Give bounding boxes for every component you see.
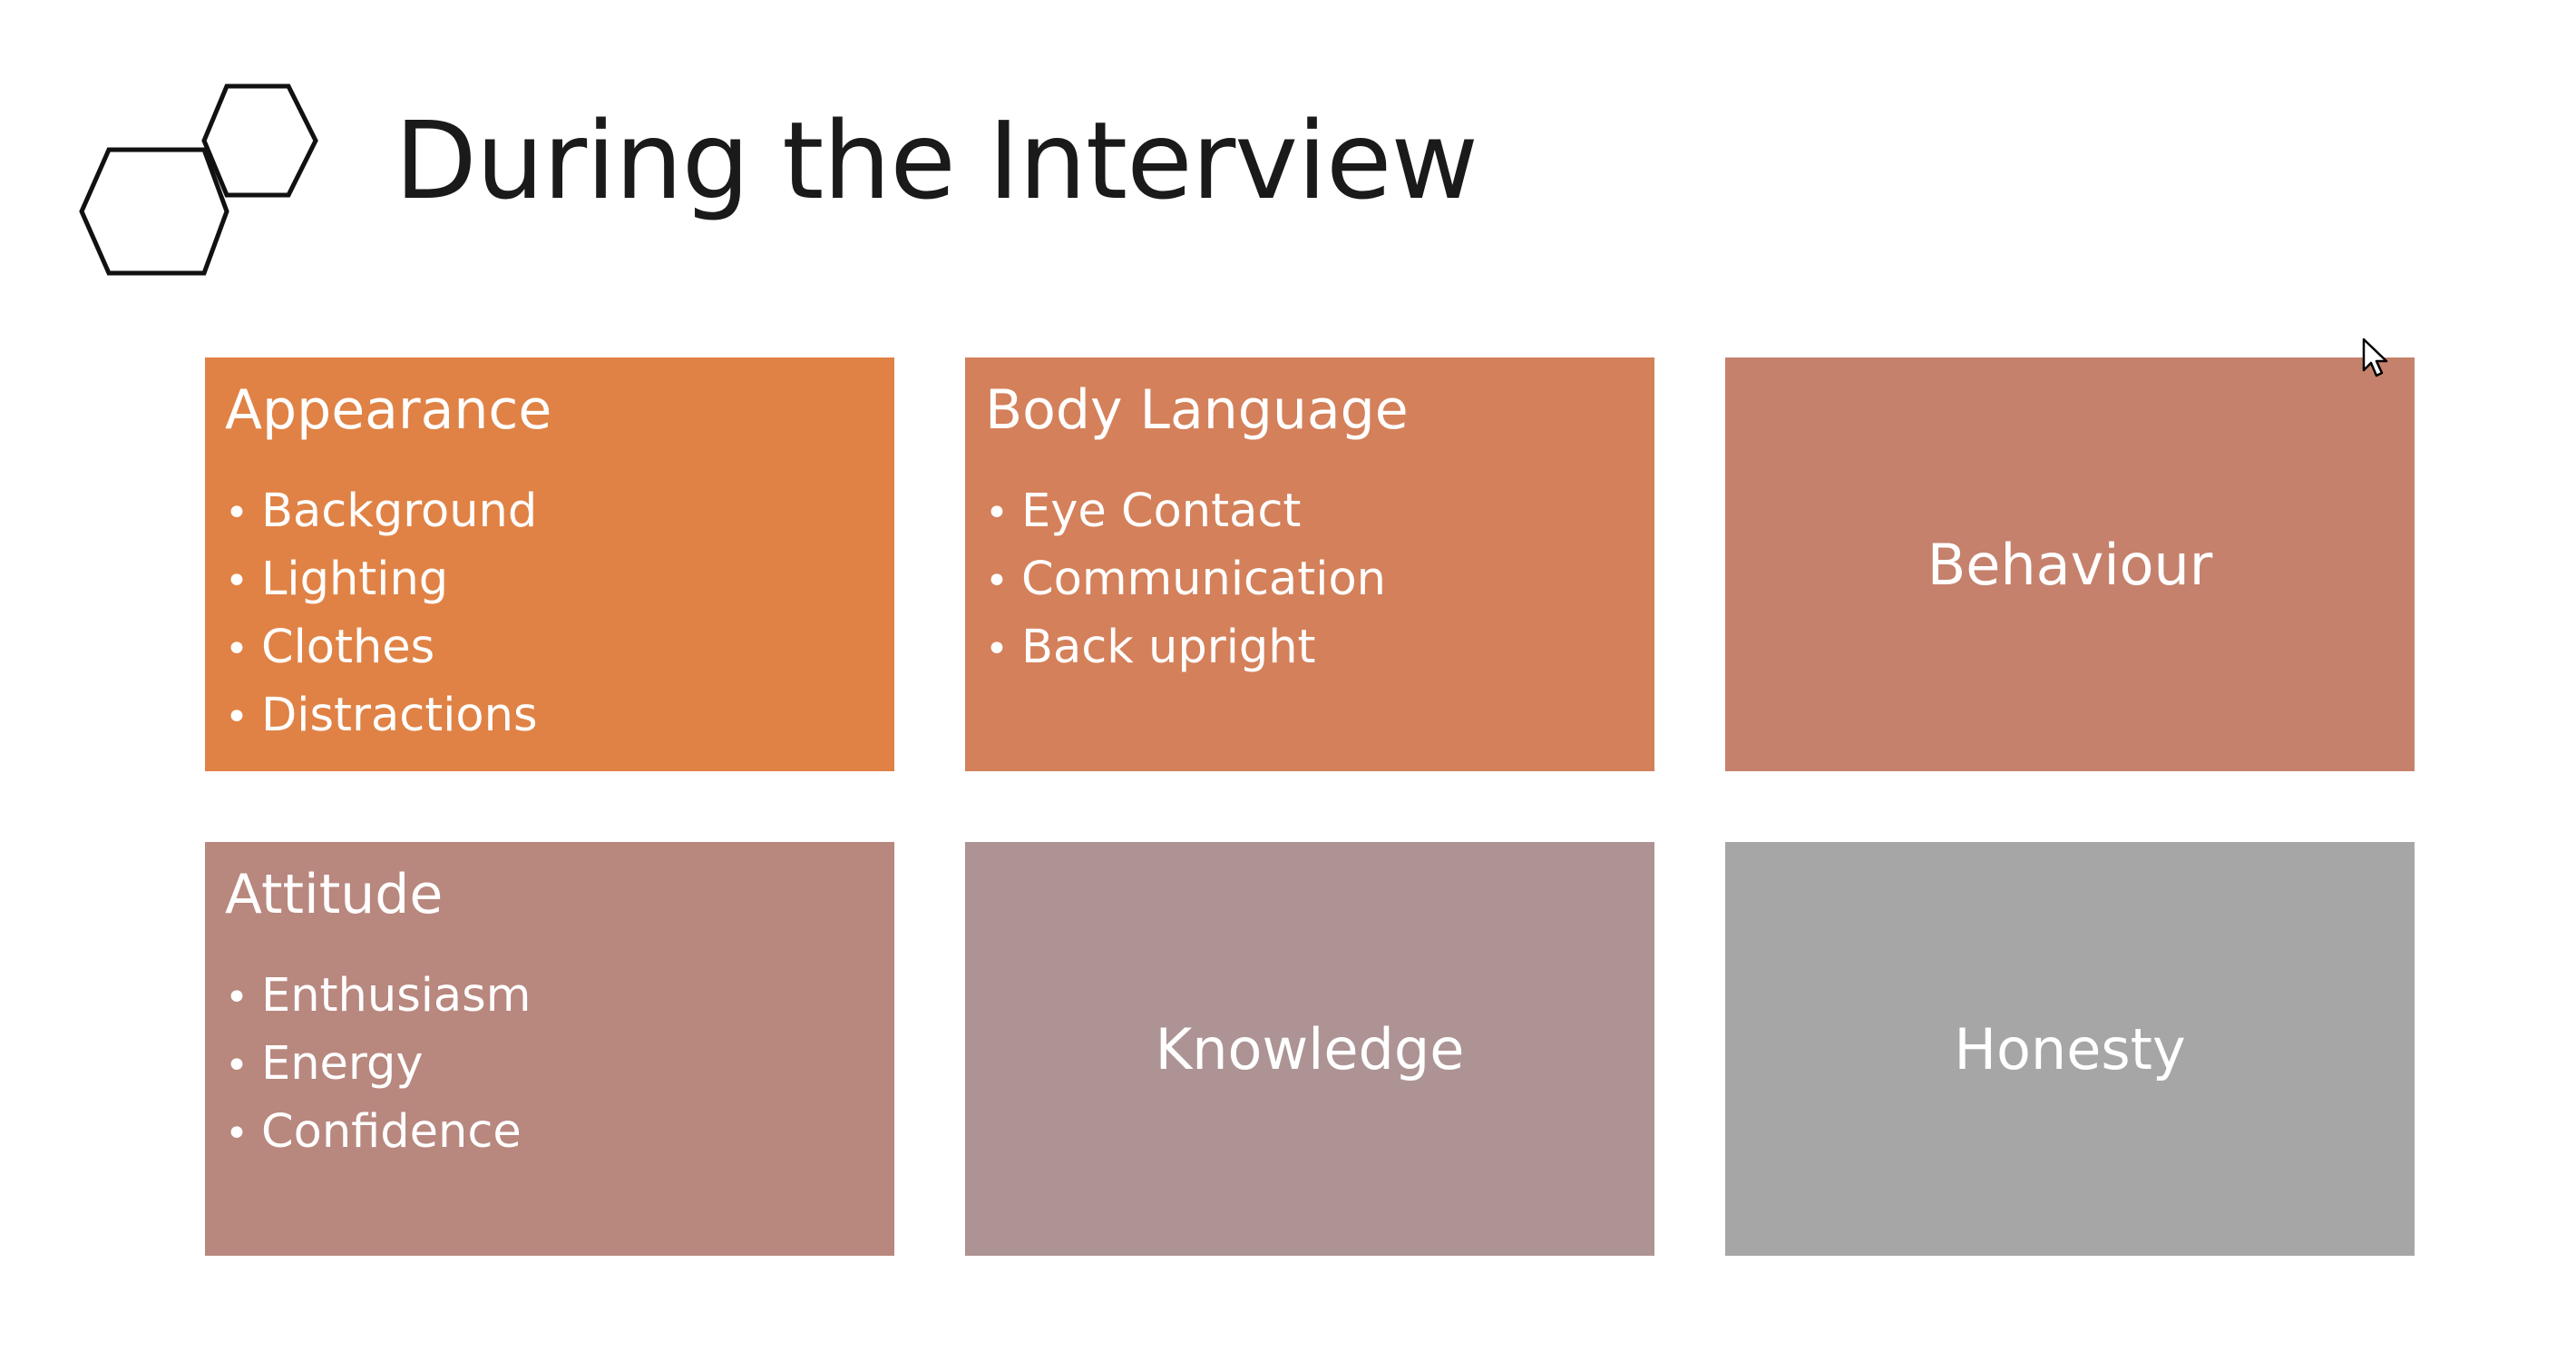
slide-title: During the Interview: [395, 98, 1478, 223]
bullet-list: • Background • Lighting • Clothes • Distract…: [225, 477, 538, 749]
list-item: • Lighting: [225, 545, 538, 613]
bullet-icon: •: [225, 974, 249, 1021]
hexagons-icon: [79, 83, 318, 276]
list-item: • Confidence: [225, 1098, 531, 1166]
bullet-icon: •: [225, 1043, 249, 1089]
tile-heading: Body Language: [985, 378, 1409, 442]
list-item: • Energy: [225, 1030, 531, 1098]
tile-heading: Attitude: [225, 863, 444, 926]
list-item: • Eye Contact: [985, 477, 1386, 545]
bullet-icon: •: [225, 558, 249, 604]
list-item: • Clothes: [225, 613, 538, 681]
bullet-icon: •: [225, 694, 249, 740]
bullet-list: • Enthusiasm • Energy • Confidence: [225, 962, 531, 1166]
tile-knowledge: Knowledge: [965, 842, 1654, 1256]
bullet-list: • Eye Contact • Communication • Back uprigh…: [985, 477, 1386, 681]
tile-heading: Appearance: [225, 378, 552, 442]
list-item: • Communication: [985, 545, 1386, 613]
bullet-icon: •: [225, 1111, 249, 1157]
bullet-icon: •: [225, 490, 249, 536]
list-item: • Background: [225, 477, 538, 545]
tile-label: Knowledge: [1155, 1015, 1465, 1082]
tile-appearance: Appearance • Background • Lighting • Clothe…: [205, 357, 894, 771]
bullet-icon: •: [985, 490, 1009, 536]
tile-behaviour: Behaviour: [1725, 357, 2415, 771]
tile-honesty: Honesty: [1725, 842, 2415, 1256]
list-item: • Back upright: [985, 613, 1386, 681]
bullet-icon: •: [985, 626, 1009, 672]
tile-attitude: Attitude • Enthusiasm • Energy • Confidence: [205, 842, 894, 1256]
bullet-icon: •: [985, 558, 1009, 604]
list-item: • Distractions: [225, 681, 538, 749]
tile-label: Honesty: [1954, 1015, 2186, 1082]
tile-label: Behaviour: [1927, 531, 2213, 598]
list-item: • Enthusiasm: [225, 962, 531, 1030]
mouse-cursor-icon: [2362, 338, 2388, 377]
bullet-icon: •: [225, 626, 249, 672]
tile-body-language: Body Language • Eye Contact • Communicatio…: [965, 357, 1654, 771]
